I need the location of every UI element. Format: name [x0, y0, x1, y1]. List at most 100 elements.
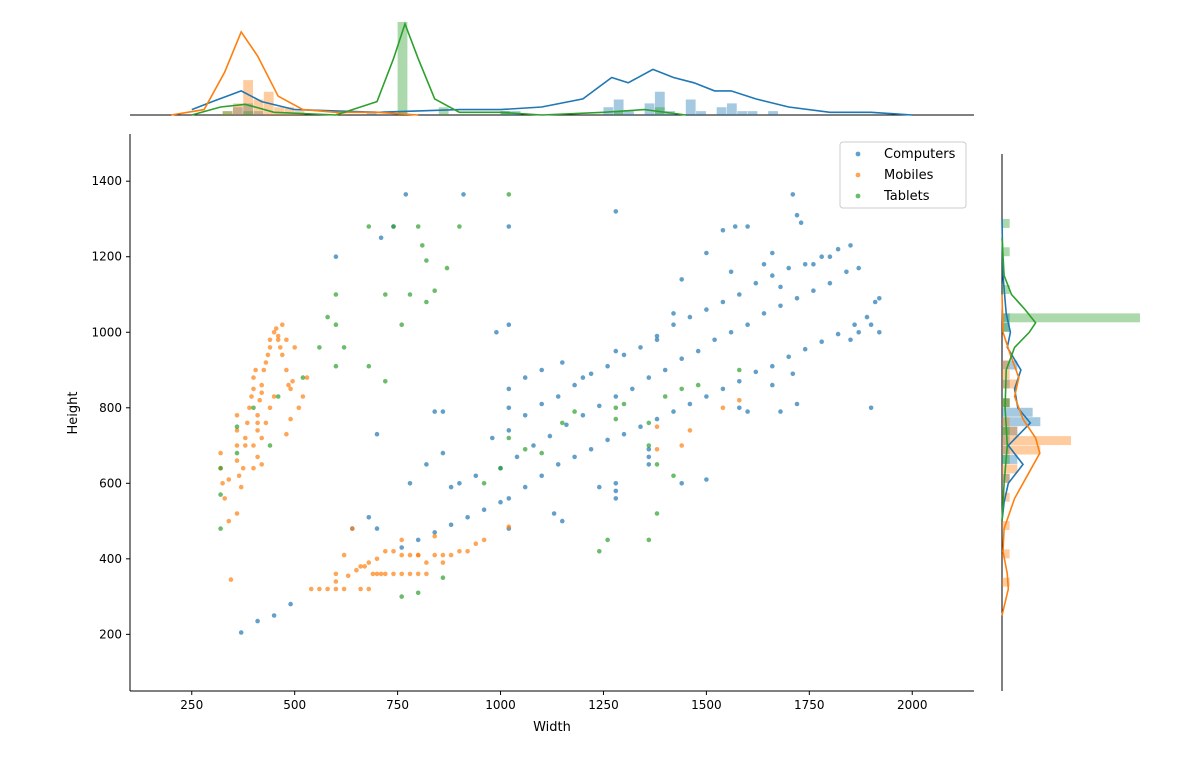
data-point — [588, 371, 594, 377]
data-point — [646, 462, 652, 467]
data-point — [238, 630, 244, 635]
data-point — [415, 571, 421, 577]
data-point — [877, 296, 882, 301]
data-point — [695, 348, 701, 354]
top-hist-bar — [696, 111, 706, 115]
data-point — [819, 339, 824, 345]
data-point — [259, 390, 265, 396]
data-point — [662, 367, 668, 373]
data-point — [498, 465, 503, 471]
data-point — [605, 537, 610, 543]
data-point — [539, 367, 544, 373]
series-mobiles — [218, 322, 742, 592]
data-point — [514, 454, 520, 460]
data-point — [251, 375, 256, 380]
top-hist-bar — [613, 99, 624, 115]
data-point — [786, 265, 791, 271]
top-kde-mobiles — [171, 30, 419, 116]
data-point — [506, 428, 512, 433]
data-point — [737, 397, 742, 403]
top-hist-bar — [232, 107, 243, 115]
legend-label-mobiles: Mobiles — [884, 168, 934, 183]
data-point — [284, 431, 289, 437]
right-hist-bar — [1002, 426, 1018, 436]
x-tick-label: 500 — [283, 698, 306, 712]
top-hist-bar — [243, 80, 254, 115]
data-point — [333, 322, 339, 328]
data-point — [580, 375, 586, 380]
x-tick-label: 750 — [386, 698, 409, 712]
data-point — [345, 573, 351, 579]
data-point — [671, 322, 676, 328]
data-point — [420, 243, 425, 248]
data-point — [399, 594, 405, 599]
data-point — [704, 250, 709, 256]
data-point — [654, 416, 660, 422]
data-point — [415, 224, 421, 229]
data-point — [218, 492, 223, 497]
right-kde-tablets — [1001, 237, 1037, 522]
data-point — [304, 375, 310, 380]
data-point — [786, 354, 791, 360]
data-point — [407, 292, 413, 297]
data-point — [374, 556, 380, 562]
data-point — [255, 454, 260, 460]
data-point — [679, 481, 684, 486]
data-point — [560, 360, 565, 365]
data-point — [646, 454, 652, 460]
data-point — [572, 382, 577, 388]
data-point — [770, 273, 775, 278]
top-hist-bar — [747, 111, 758, 115]
x-tick-label: 1000 — [485, 698, 516, 712]
data-point — [506, 435, 512, 441]
data-point — [399, 537, 405, 543]
data-point — [506, 386, 512, 392]
data-point — [819, 254, 824, 259]
data-point — [753, 280, 759, 286]
x-tick-label: 2000 — [897, 698, 928, 712]
data-point — [605, 437, 610, 443]
data-point — [572, 409, 577, 414]
right-hist-bar — [1002, 426, 1018, 436]
data-point — [374, 431, 380, 437]
data-point — [654, 462, 660, 467]
data-point — [704, 477, 709, 482]
data-point — [234, 424, 240, 430]
data-point — [506, 524, 512, 529]
data-point — [778, 409, 783, 414]
data-point — [333, 292, 339, 297]
top-hist-bar — [243, 103, 254, 115]
data-point — [646, 447, 652, 452]
data-point — [255, 618, 260, 624]
data-point — [745, 322, 750, 328]
top-hist-bar — [685, 99, 696, 115]
data-point — [704, 394, 709, 399]
data-point — [448, 484, 454, 490]
data-point — [236, 473, 242, 479]
data-point — [275, 333, 281, 339]
data-point — [341, 345, 347, 350]
data-point — [605, 363, 610, 369]
data-point — [234, 458, 240, 463]
data-point — [465, 515, 470, 520]
data-point — [259, 462, 265, 467]
top-hist-bar — [737, 111, 748, 115]
data-point — [366, 515, 372, 520]
data-point — [444, 265, 450, 271]
data-point — [238, 484, 244, 490]
data-point — [679, 277, 684, 282]
data-point — [317, 586, 322, 592]
data-point — [872, 299, 878, 305]
data-point — [613, 405, 619, 411]
legend: Computers Mobiles Tablets — [839, 141, 967, 209]
data-point — [440, 409, 446, 414]
data-point — [391, 549, 396, 554]
data-point — [432, 409, 438, 414]
data-point — [249, 394, 254, 399]
data-point — [687, 314, 693, 320]
y-tick-label: 1200 — [91, 250, 122, 264]
data-point — [732, 224, 738, 229]
data-point — [844, 269, 849, 275]
data-point — [802, 346, 808, 352]
